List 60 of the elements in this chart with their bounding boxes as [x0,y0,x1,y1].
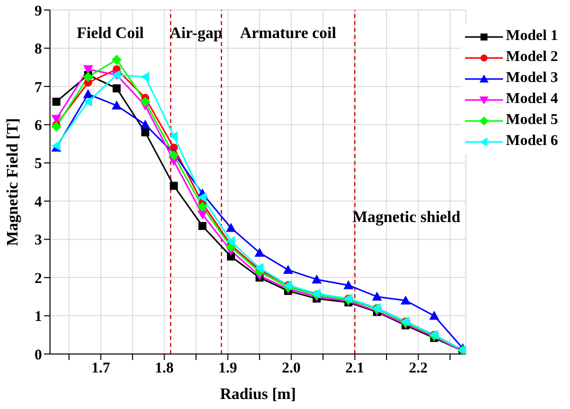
point [112,54,122,65]
point [141,128,150,136]
x-tick-label: 1.9 [218,360,238,377]
point [170,182,178,190]
point [198,222,206,230]
point [112,100,122,110]
point [429,310,440,320]
annotation: Air-gap [170,25,223,42]
y-axis-title: Magnetic Field [T] [4,118,22,246]
point [51,122,62,132]
point [168,150,179,160]
y-tick-label: 1 [34,309,42,326]
point [83,72,94,82]
point [112,84,121,92]
y-tick-label: 5 [34,156,42,172]
y-tick-label: 6 [34,118,42,134]
point [226,252,235,261]
point [226,222,236,232]
y-tick-label: 7 [34,80,42,96]
y-tick-label: 8 [34,42,42,58]
point [312,274,322,284]
point [372,292,382,301]
annotation: Magnetic shield [352,209,460,226]
y-tick-label: 0 [34,347,42,364]
x-tick-label: 2.1 [345,360,364,377]
point [83,65,94,74]
point [83,96,92,107]
point [254,248,265,257]
point [52,98,60,106]
legend-label: Model 3 [506,70,558,87]
point [283,264,294,274]
point [343,280,354,290]
x-tick-label: 2.0 [282,360,301,377]
y-tick-label: 9 [34,3,42,20]
legend-label: Model 5 [506,112,558,129]
point [254,263,264,273]
legend-label: Model 2 [506,49,558,66]
point [197,202,208,212]
legend-label: Model 4 [506,91,558,108]
point [140,120,150,129]
x-tick-label: 1.8 [154,360,174,377]
point [400,295,411,304]
y-tick-label: 3 [34,232,42,249]
point [197,192,206,202]
y-tick-label: 4 [34,194,42,210]
point [140,72,150,82]
x-tick-label: 1.7 [91,360,111,377]
x-tick-label: 2.2 [408,360,428,377]
legend-label: Model 6 [506,133,558,150]
point [83,89,94,98]
point [51,114,62,124]
annotation: Armature coil [240,25,337,42]
y-tick-label: 2 [34,270,42,287]
x-axis-title: Radius [m] [220,386,296,403]
point [168,131,178,142]
point [197,210,208,220]
annotation: Field Coil [76,25,144,42]
point [226,236,235,246]
legend-label: Model 1 [506,28,558,45]
point [140,96,150,107]
